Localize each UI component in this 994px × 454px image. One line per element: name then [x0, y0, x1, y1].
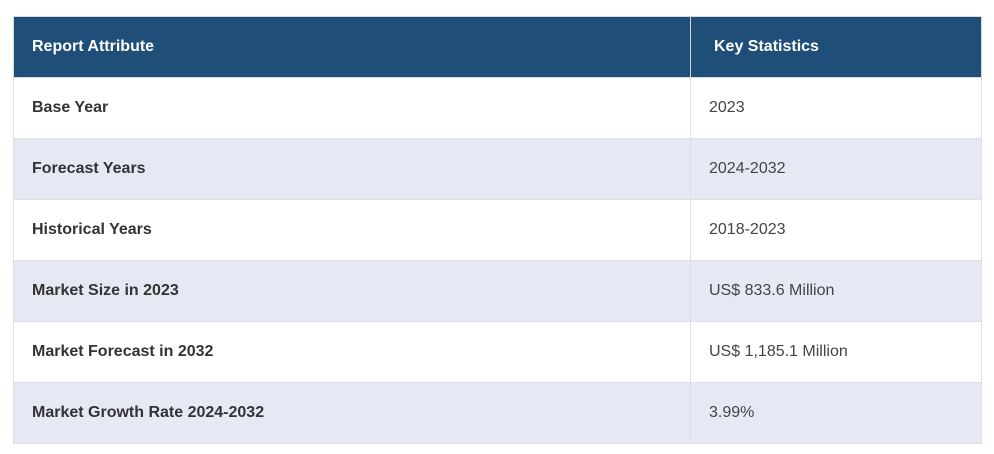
value-cell: 2023	[690, 77, 982, 139]
attribute-cell: Market Growth Rate 2024-2032	[13, 382, 691, 444]
table-row: Forecast Years 2024-2032	[13, 138, 982, 200]
header-cell: Key Statistics	[690, 16, 982, 78]
attribute-cell: Base Year	[13, 77, 691, 139]
attribute-cell: Historical Years	[13, 199, 691, 261]
attribute-cell: Market Forecast in 2032	[13, 321, 691, 383]
table-row: Base Year 2023	[13, 77, 982, 139]
header-row: Report Attribute Key Statistics	[13, 16, 982, 78]
attribute-cell: Market Size in 2023	[13, 260, 691, 322]
value-cell: 3.99%	[690, 382, 982, 444]
value-cell: US$ 1,185.1 Million	[690, 321, 982, 383]
stats-table: Report Attribute Key Statistics Base Year…	[13, 16, 982, 444]
value-cell: 2018-2023	[690, 199, 982, 261]
table-row: Historical Years 2018-2023	[13, 199, 982, 261]
value-cell: US$ 833.6 Million	[690, 260, 982, 322]
header-cell: Report Attribute	[13, 16, 691, 78]
table-row: Market Forecast in 2032 US$ 1,185.1 Milli…	[13, 321, 982, 383]
attribute-cell: Forecast Years	[13, 138, 691, 200]
table-row: Market Size in 2023 US$ 833.6 Million	[13, 260, 982, 322]
value-cell: 2024-2032	[690, 138, 982, 200]
table-row: Market Growth Rate 2024-2032 3.99%	[13, 382, 982, 444]
